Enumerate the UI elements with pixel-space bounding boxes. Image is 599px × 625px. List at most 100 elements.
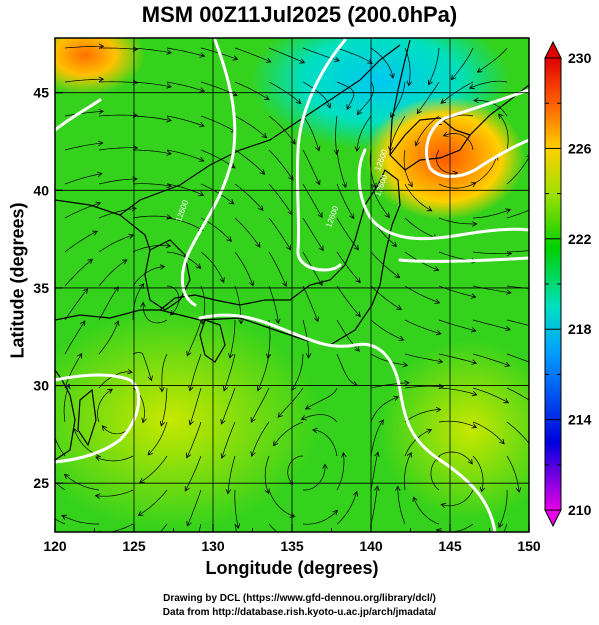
streamline xyxy=(498,113,509,151)
streamline xyxy=(506,250,529,253)
streamline-arrowhead xyxy=(499,438,505,445)
streamline xyxy=(312,429,338,457)
streamline xyxy=(472,209,511,219)
streamline xyxy=(472,387,509,404)
streamline xyxy=(356,115,372,152)
streamline xyxy=(441,489,474,507)
streamline-arrowhead xyxy=(504,361,511,367)
streamline-arrowhead xyxy=(374,485,380,491)
streamline-arrowhead xyxy=(538,204,543,208)
streamline xyxy=(336,452,345,491)
streamline xyxy=(397,486,406,525)
y-tick-label: 45 xyxy=(33,85,49,101)
streamline-arrowhead xyxy=(49,421,54,426)
streamline xyxy=(234,489,239,529)
streamline-arrowhead xyxy=(313,316,319,323)
streamline xyxy=(413,496,440,525)
streamline xyxy=(389,115,406,152)
streamline-arrowhead xyxy=(334,56,340,63)
streamline-arrowhead xyxy=(166,117,172,123)
streamline-arrowhead xyxy=(526,154,529,158)
streamline-arrowhead xyxy=(434,298,441,304)
y-axis-label: Latitude (degrees) xyxy=(7,202,28,359)
streamline xyxy=(98,286,119,321)
streamline xyxy=(166,47,205,57)
streamline-arrowhead xyxy=(326,102,332,109)
streamline xyxy=(302,183,323,218)
streamline-arrowhead xyxy=(259,169,266,175)
streamline xyxy=(200,115,237,133)
streamline xyxy=(472,421,505,445)
streamline-arrowhead xyxy=(498,522,504,528)
coastline-korea xyxy=(144,239,191,311)
streamline xyxy=(98,259,127,287)
streamline xyxy=(477,47,508,73)
streamline-arrowhead xyxy=(535,403,540,408)
streamline-arrowhead xyxy=(92,230,98,236)
streamline xyxy=(430,456,440,491)
streamline xyxy=(268,251,287,287)
streamline xyxy=(415,115,440,146)
streamline-arrowhead xyxy=(199,52,206,58)
streamline xyxy=(61,515,99,525)
colorbar-tick-label: 222 xyxy=(568,231,592,247)
streamline xyxy=(268,115,296,145)
streamline-arrowhead xyxy=(255,242,261,248)
streamline xyxy=(234,47,271,63)
streamline-arrowhead xyxy=(473,97,479,104)
streamline xyxy=(268,285,279,324)
contour-south-3 xyxy=(398,256,529,263)
streamline xyxy=(370,396,399,423)
streamline xyxy=(302,115,320,151)
streamline xyxy=(404,319,441,335)
streamline xyxy=(303,464,326,491)
streamline-arrowhead xyxy=(34,502,39,507)
streamline xyxy=(221,387,236,425)
y-tick-label: 35 xyxy=(33,280,49,296)
streamline-arrowhead xyxy=(277,412,283,418)
streamline xyxy=(506,209,529,219)
streamline-arrowhead xyxy=(138,477,145,483)
streamline-arrowhead xyxy=(61,514,68,520)
streamline-arrowhead xyxy=(282,281,288,288)
streamline-arrowhead xyxy=(353,244,359,251)
streamline xyxy=(438,182,476,189)
streamline xyxy=(302,217,324,251)
streamline-arrowhead xyxy=(472,221,478,227)
streamline-arrowhead xyxy=(285,244,291,251)
streamline-arrowhead xyxy=(404,380,410,386)
streamline xyxy=(404,429,432,457)
streamline xyxy=(166,115,205,127)
streamline xyxy=(428,47,440,85)
streamline-arrowhead xyxy=(505,208,512,214)
streamline xyxy=(98,81,138,84)
coastline-taiwan xyxy=(77,388,97,447)
streamline xyxy=(166,217,204,231)
streamline xyxy=(132,183,172,187)
streamline xyxy=(336,285,361,317)
streamline-arrowhead xyxy=(505,326,511,332)
streamline xyxy=(302,47,340,62)
streamline-arrowhead xyxy=(471,423,478,429)
colorbar-tick-label: 210 xyxy=(568,502,592,518)
streamline-arrowhead xyxy=(258,205,264,211)
streamline-arrowhead xyxy=(226,236,232,242)
streamline xyxy=(64,258,93,287)
streamline-arrowhead xyxy=(305,353,312,359)
x-tick-label: 145 xyxy=(438,538,462,554)
coastline-sakhalin xyxy=(389,39,411,156)
streamline xyxy=(336,251,361,283)
streamline-arrowhead xyxy=(529,444,534,449)
streamline-arrowhead xyxy=(127,368,133,375)
streamline-arrowhead xyxy=(312,427,318,434)
streamline-arrowhead xyxy=(128,233,135,239)
streamline-arrowhead xyxy=(539,326,544,331)
streamline-arrowhead xyxy=(471,359,478,365)
streamline xyxy=(503,523,508,532)
streamline xyxy=(305,387,338,410)
contour-south-1 xyxy=(198,313,497,532)
streamline-arrowhead xyxy=(435,330,442,336)
streamline-arrowhead xyxy=(407,181,413,188)
colorbar-tick-label: 214 xyxy=(568,412,592,428)
